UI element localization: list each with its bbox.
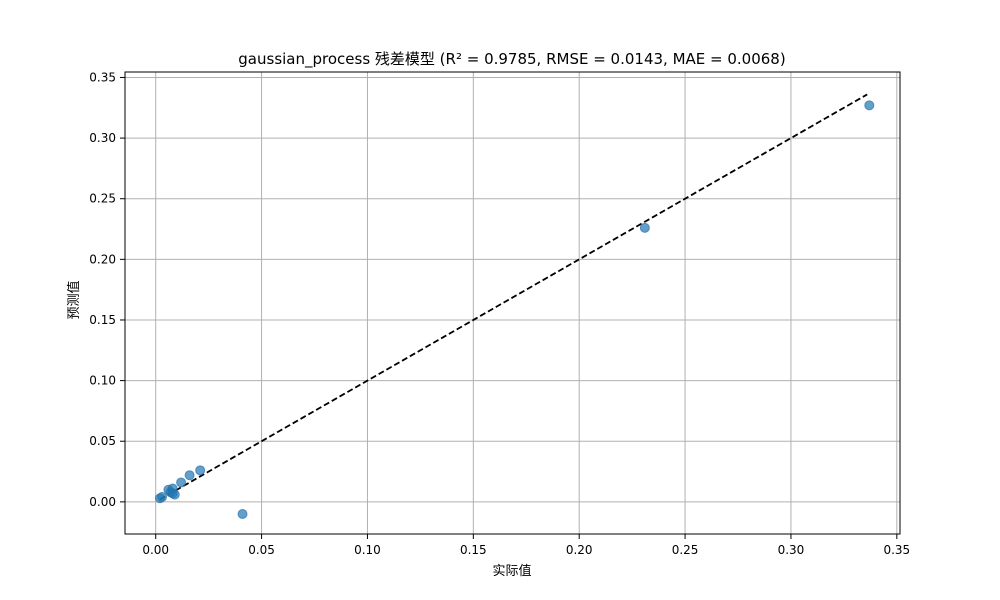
x-tick-label: 0.30	[778, 543, 805, 557]
x-tick-label: 0.25	[672, 543, 699, 557]
y-axis-label: 预测值	[66, 280, 82, 319]
y-tick-label: 0.35	[89, 70, 116, 84]
data-point	[639, 222, 650, 233]
axis-ticks: 0.00 0.05 0.10 0.15 0.20 0.25 0.30 0.35 0.00 0.05…	[89, 70, 910, 557]
data-point	[184, 470, 195, 481]
reference-line	[159, 93, 868, 501]
chart-title: gaussian_process 残差模型 (R² = 0.9785, RMSE…	[238, 50, 785, 69]
grid-lines	[125, 72, 900, 534]
y-tick-label: 0.25	[89, 192, 116, 206]
y-tick-label: 0.05	[89, 434, 116, 448]
reference-line-layer	[159, 93, 868, 501]
x-tick-label: 0.20	[566, 543, 593, 557]
y-tick-label: 0.10	[89, 374, 116, 388]
data-point	[176, 477, 187, 488]
data-point	[195, 465, 206, 476]
data-point	[169, 489, 180, 500]
data-points	[154, 100, 875, 519]
data-point	[864, 100, 875, 111]
x-axis-label: 实际值	[492, 563, 531, 579]
data-point	[157, 492, 168, 503]
x-tick-label: 0.35	[883, 543, 910, 557]
plot-frame	[124, 71, 901, 535]
data-point	[237, 508, 248, 519]
x-tick-label: 0.05	[248, 543, 275, 557]
y-tick-label: 0.00	[89, 495, 116, 509]
y-tick-label: 0.15	[89, 313, 116, 327]
y-tick-label: 0.20	[89, 252, 116, 266]
x-tick-label: 0.00	[142, 543, 169, 557]
x-tick-label: 0.10	[354, 543, 381, 557]
y-tick-label: 0.30	[89, 131, 116, 145]
x-tick-label: 0.15	[460, 543, 487, 557]
